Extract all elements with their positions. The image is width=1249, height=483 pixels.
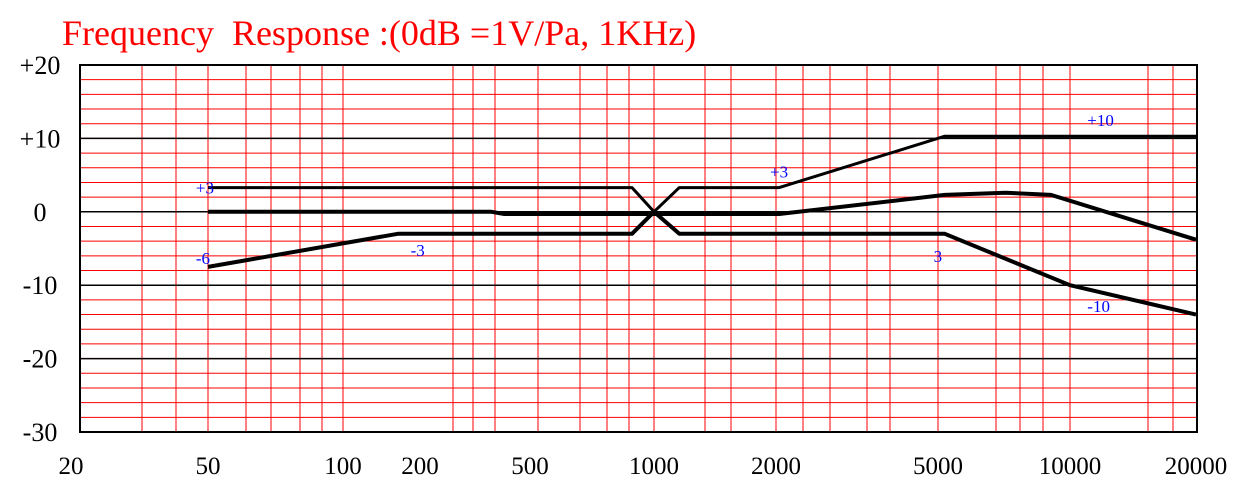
x-tick-label: 2000 xyxy=(751,453,801,480)
chart-title: Frequency Response :(0dB =1V/Pa, 1KHz) xyxy=(62,13,696,53)
annotations: +3 -6 -3 +3 3 +10 -10 xyxy=(196,111,1114,316)
x-tick-label: 20 xyxy=(59,453,84,480)
y-tick-label: -30 xyxy=(23,418,58,447)
series-line-2 xyxy=(208,190,1197,242)
y-tick-label: -20 xyxy=(23,345,58,374)
y-tick-label: +20 xyxy=(20,51,61,80)
grid xyxy=(80,65,1197,432)
y-tick-label: +10 xyxy=(20,124,61,153)
annotation-label: +10 xyxy=(1087,111,1114,130)
annotation-label: -3 xyxy=(411,241,425,260)
x-tick-label: 500 xyxy=(511,453,549,480)
annotation-label: +3 xyxy=(196,179,214,198)
y-axis-ticks: +20 +10 0 -10 -20 -30 xyxy=(20,51,61,447)
x-tick-label: 100 xyxy=(324,453,362,480)
annotation-label: 3 xyxy=(934,247,943,266)
series-line-1 xyxy=(208,134,1196,214)
x-tick-label: 5000 xyxy=(913,453,963,480)
x-axis-ticks: 20 50 100 200 500 1000 2000 5000 10000 20000 xyxy=(59,453,1228,480)
series-line-3 xyxy=(207,209,1197,317)
x-tick-label: 1000 xyxy=(629,453,679,480)
annotation-label: -10 xyxy=(1087,297,1110,316)
x-tick-label: 20000 xyxy=(1165,453,1228,480)
curves xyxy=(207,134,1197,317)
y-tick-label: -10 xyxy=(23,271,58,300)
annotation-label: -6 xyxy=(196,249,210,268)
x-tick-label: 200 xyxy=(401,453,439,480)
x-tick-label: 10000 xyxy=(1039,453,1102,480)
plot-frame xyxy=(79,64,1198,433)
x-tick-label: 50 xyxy=(196,453,221,480)
y-tick-label: 0 xyxy=(34,198,47,227)
annotation-label: +3 xyxy=(770,162,788,181)
